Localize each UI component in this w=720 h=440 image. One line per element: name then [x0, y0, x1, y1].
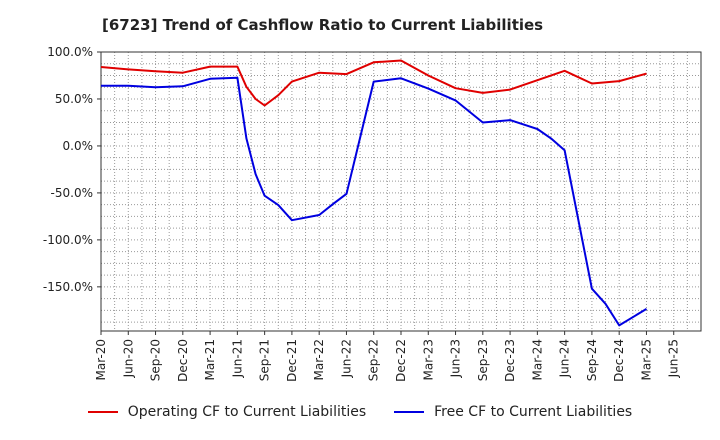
x-tick-label: Dec-23	[503, 339, 517, 382]
x-tick-label: Dec-20	[176, 339, 190, 382]
y-tick-label: 0.0%	[63, 139, 94, 153]
series-line-free-cf	[101, 76, 648, 327]
legend-item-free-cf: Free CF to Current Liabilities	[394, 404, 632, 420]
x-tick-label: Jun-25	[667, 339, 681, 378]
x-tick-label: Mar-20	[94, 339, 108, 380]
x-tick-label: Mar-21	[203, 339, 217, 380]
x-tick-label: Mar-25	[639, 339, 653, 380]
x-tick-label: Sep-22	[367, 339, 381, 381]
x-tick-label: Jun-22	[339, 339, 353, 378]
x-tick-label: Sep-23	[476, 339, 490, 381]
y-tick-label: -150.0%	[43, 280, 93, 294]
legend-item-operating-cf: Operating CF to Current Liabilities	[87, 404, 367, 420]
x-tick-label: Jun-20	[121, 339, 135, 378]
x-tick-label: Dec-22	[394, 339, 408, 382]
legend-label-free-cf: Free CF to Current Liabilities	[434, 404, 633, 420]
x-tick-label: Jun-21	[230, 339, 244, 378]
y-tick-label: 50.0%	[55, 92, 93, 106]
x-tick-label: Sep-24	[585, 339, 599, 381]
legend-swatch-operating-cf	[87, 411, 118, 413]
x-tick-label: Dec-21	[285, 339, 299, 382]
series-line-operating-cf	[100, 59, 647, 107]
legend-label-operating-cf: Operating CF to Current Liabilities	[127, 404, 367, 420]
x-tick-label: Dec-24	[612, 339, 626, 382]
y-tick-label: 100.0%	[47, 45, 93, 59]
x-tick-label: Sep-20	[149, 339, 163, 381]
x-tick-label: Mar-24	[530, 339, 544, 380]
x-tick-label: Jun-24	[558, 339, 572, 378]
chart-title: [6723] Trend of Cashflow Ratio to Curren…	[102, 16, 544, 34]
y-tick-label: -100.0%	[43, 233, 93, 247]
legend-swatch-free-cf	[394, 411, 425, 413]
y-tick-label: -50.0%	[51, 186, 93, 200]
x-tick-label: Jun-23	[449, 339, 463, 378]
x-tick-label: Mar-22	[312, 339, 326, 380]
x-tick-label: Mar-23	[421, 339, 435, 380]
chart-legend: Operating CF to Current Liabilities Free…	[0, 404, 720, 420]
x-tick-label: Sep-21	[258, 339, 272, 381]
